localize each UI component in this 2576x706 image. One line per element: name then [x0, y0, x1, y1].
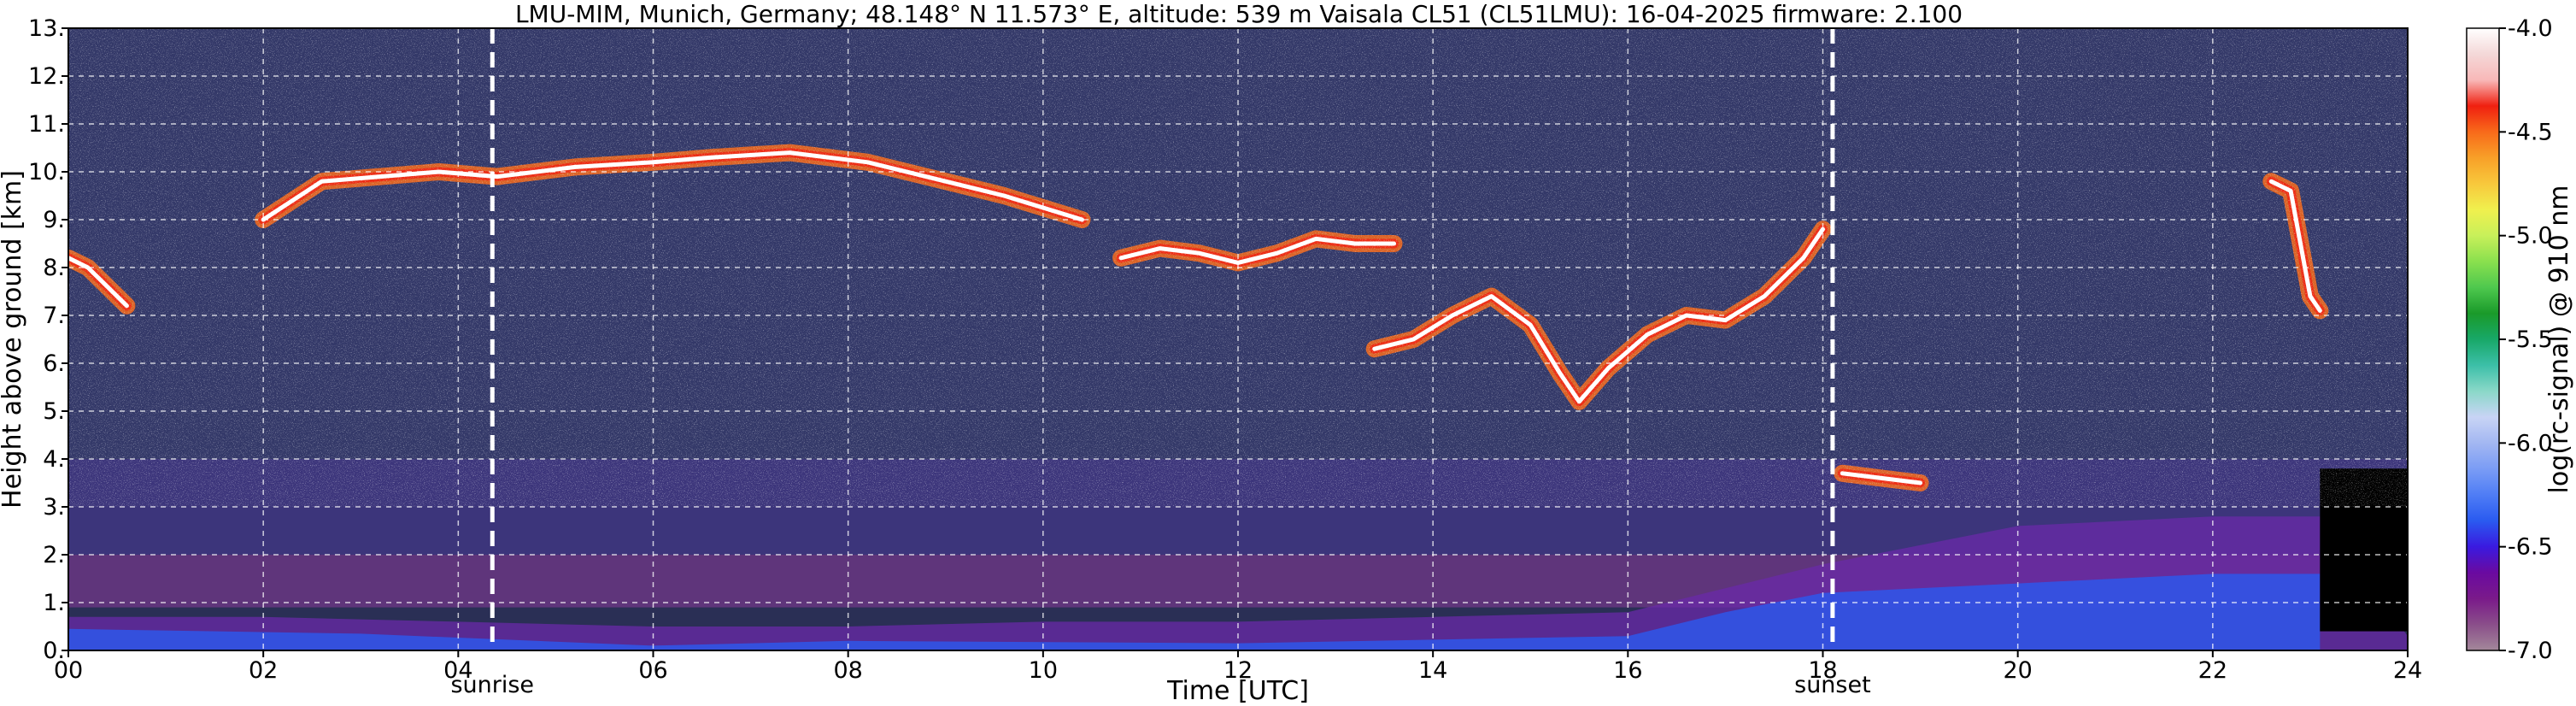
- grid-lines: [68, 28, 2408, 650]
- y-tick-label: 5.: [43, 398, 65, 425]
- colorbar-ticks: -4.0 -4.5 -5.0 -5.5 -6.0 -6.5 -7.0: [2499, 15, 2553, 664]
- y-tick-label: 3.: [43, 494, 65, 521]
- y-tick-label: 9.: [43, 207, 65, 233]
- y-tick-label: 0.: [43, 638, 65, 664]
- x-tick-label: 14: [1418, 657, 1447, 684]
- sunset-label: sunset: [1794, 672, 1871, 698]
- colorbar: -4.0 -4.5 -5.0 -5.5 -6.0 -6.5 -7.0: [2466, 15, 2553, 664]
- y-tick-label: 2.: [43, 542, 65, 568]
- colorbar-fill: [2467, 28, 2499, 650]
- x-tick-label: 02: [249, 657, 278, 684]
- marker-labels: sunrise sunset: [450, 672, 1870, 698]
- colorbar-label: log(rc-signal) @ 910 nm: [2544, 185, 2574, 494]
- x-tick-label: 20: [2003, 657, 2032, 684]
- x-tick-label: 24: [2393, 657, 2422, 684]
- x-tick-label: 12: [1223, 657, 1253, 684]
- x-tick-label: 22: [2198, 657, 2227, 684]
- sunrise-label: sunrise: [450, 672, 534, 698]
- y-tick-label: 8.: [43, 255, 65, 281]
- y-tick-label: 11.: [28, 111, 65, 138]
- y-tick-label: 12.: [28, 63, 65, 90]
- y-tick-label: 6.: [43, 350, 65, 377]
- chart-title: LMU-MIM, Munich, Germany; 48.148° N 11.5…: [515, 0, 1963, 28]
- x-tick-label: 16: [1613, 657, 1642, 684]
- y-axis: 0. 1. 2. 3. 4. 5. 6. 7. 8. 9. 10. 11. 12. 13.: [28, 15, 68, 664]
- x-axis: 00 02 04 06 08 10 12 14 16 18 20 22 24: [54, 650, 2422, 684]
- plot-area: [68, 28, 2408, 650]
- colorbar-tick-label: -6.5: [2508, 534, 2553, 561]
- x-tick-label: 08: [833, 657, 862, 684]
- y-axis-label: Height above ground [km]: [0, 170, 27, 509]
- x-tick-label: 06: [638, 657, 667, 684]
- y-tick-label: 1.: [43, 590, 65, 616]
- x-tick-label: 00: [54, 657, 83, 684]
- y-tick-label: 10.: [28, 159, 65, 185]
- x-tick-label: 04: [443, 657, 472, 684]
- colorbar-tick-label: -5.5: [2508, 327, 2553, 353]
- surface-layer: [68, 574, 2321, 650]
- y-tick-label: 4.: [43, 446, 65, 473]
- colorbar-tick-label: -4.0: [2508, 15, 2553, 42]
- x-tick-label: 10: [1029, 657, 1058, 684]
- colorbar-tick-label: -5.0: [2508, 223, 2553, 250]
- sun-markers: [490, 28, 1835, 650]
- colorbar-tick-label: -4.5: [2508, 119, 2553, 145]
- y-tick-label: 13.: [28, 15, 65, 42]
- x-axis-label: Time [UTC]: [1166, 676, 1309, 706]
- colorbar-tick-label: -7.0: [2508, 638, 2553, 664]
- colorbar-tick-label: -6.0: [2508, 430, 2553, 456]
- x-tick-label: 18: [1808, 657, 1837, 684]
- y-tick-label: 7.: [43, 303, 65, 329]
